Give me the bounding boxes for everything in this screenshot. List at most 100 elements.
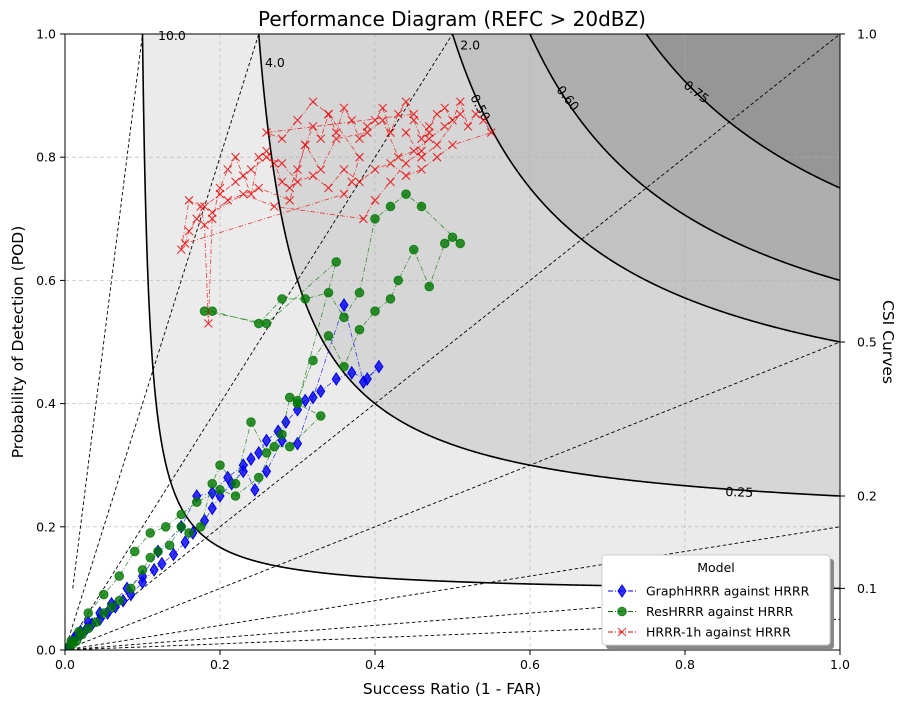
data-point-circle [91,617,101,628]
bias-line [65,341,840,650]
data-point-x [417,134,426,144]
bias-line [72,34,143,589]
data-point-circle [385,294,396,304]
data-point-x [409,115,419,125]
data-point-x [455,97,465,107]
data-point-x [269,158,279,168]
data-point-circle [370,306,380,317]
data-point-x [409,109,419,119]
data-point-circle [184,528,194,538]
data-point-x [231,152,240,162]
data-point-x [324,183,333,193]
data-point-x [331,128,341,137]
data-point-diamond [261,433,272,448]
y-tick-label: 0.6 [36,273,56,288]
data-point-x [196,202,206,211]
data-point-diamond [261,464,272,479]
data-point-circle [145,552,156,563]
data-point-x [316,134,326,144]
data-point-x [393,109,403,119]
chart-title: Performance Diagram (REFC > 20dBZ) [258,7,646,31]
data-point-diamond [250,482,260,497]
y-tick-label: 0.2 [36,519,56,534]
data-point-circle [408,244,419,255]
data-point-x [207,208,217,218]
data-point-circle [114,595,125,606]
data-point-x [200,220,209,230]
data-point-circle [292,398,303,409]
legend-item: ResHRRR against HRRR [608,604,794,619]
data-point-diamond [168,547,179,562]
data-point-circle [455,238,466,249]
data-point-x [231,177,240,187]
data-point-x [293,165,302,174]
right-tick-label: 1.0 [857,27,877,42]
data-point-diamond [300,393,310,408]
data-point-x [277,158,287,168]
data-point-x [262,146,271,156]
data-point-diamond [246,452,256,466]
data-point-circle [207,478,218,489]
data-point-circle [253,472,264,483]
legend-title: Model [697,560,735,575]
data-point-diamond [180,535,190,550]
data-point-x [355,177,364,187]
data-point-x [200,202,209,211]
data-point-x [192,214,202,224]
data-point-circle [617,606,627,617]
data-point-diamond [347,365,357,380]
data-point-x [308,171,318,181]
data-point-circle [261,318,272,329]
data-point-x [339,165,349,174]
csi-contour-0_5 [451,34,840,343]
data-point-x [246,165,256,174]
series-0 [65,298,384,650]
data-point-x [417,146,426,156]
data-point-circle [339,361,349,372]
bias-label: 10.0 [158,28,186,43]
data-point-circle [176,509,187,520]
data-point-x [347,177,357,187]
data-point-circle [416,201,427,212]
data-point-diamond [308,390,318,405]
bias-line [65,618,840,650]
data-point-diamond [374,359,384,374]
data-point-diamond [157,556,167,571]
data-point-circle [246,417,256,427]
data-point-circle [277,429,287,440]
csi-contour-0_25 [257,34,840,497]
data-point-x [417,165,426,174]
data-point-circle [300,294,311,304]
data-point-diamond [339,298,349,312]
data-point-x [339,103,349,113]
data-point-circle [83,608,94,618]
x-tick-label: 0.6 [520,657,540,672]
data-point-circle [393,275,404,286]
x-tick-label: 0.0 [55,657,75,672]
y-axis-label: Probability of Detection (POD) [9,226,27,459]
data-point-circle [145,528,156,538]
data-point-x [362,122,372,131]
legend-item: GraphHRRR against HRRR [608,584,810,599]
data-point-x [471,109,481,119]
data-point-x [393,152,403,162]
data-point-circle [199,306,210,317]
data-point-x [370,115,380,125]
data-point-diamond [617,584,627,598]
data-point-x [424,128,434,137]
data-point-x [223,165,233,174]
data-point-x [362,128,372,137]
data-point-circle [323,331,334,341]
data-point-x [378,115,388,125]
bias-line [65,34,453,650]
data-point-circle [215,485,225,495]
data-point-x [432,140,442,150]
data-point-x [440,103,450,113]
series-group [65,97,496,650]
data-point-x [203,319,213,328]
bias-line [65,34,840,650]
data-point-circle [83,623,94,634]
csi-contour-0_6 [529,34,840,282]
data-point-x [180,239,190,248]
